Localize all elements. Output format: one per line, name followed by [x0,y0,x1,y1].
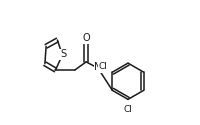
Text: Cl: Cl [98,62,107,71]
Text: S: S [60,49,66,59]
Text: N: N [94,62,101,72]
Text: O: O [82,33,89,43]
Text: Cl: Cl [123,106,132,114]
